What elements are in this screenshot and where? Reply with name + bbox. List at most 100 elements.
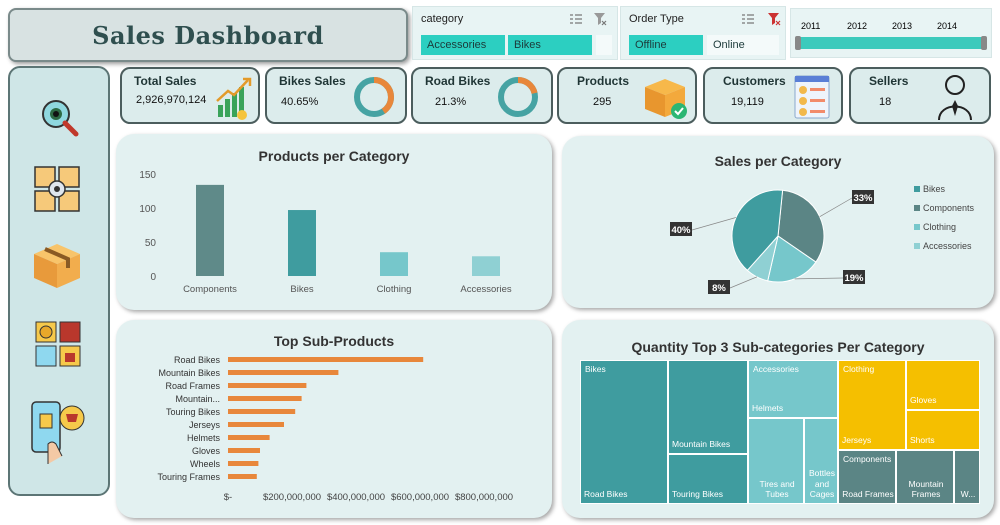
- bar[interactable]: [196, 184, 224, 276]
- year-label: 2014: [937, 21, 958, 31]
- treemap-item-label: Touring Bikes: [672, 489, 724, 500]
- x-tick-label: Bikes: [290, 284, 313, 295]
- legend-label: Components: [923, 203, 975, 213]
- treemap-tile[interactable]: Bikes Road Bikes: [580, 360, 668, 504]
- slicer-option-online[interactable]: Online: [707, 35, 779, 55]
- year-label: 2013: [892, 21, 913, 31]
- treemap-category-label: Accessories: [753, 364, 799, 374]
- pie-slice[interactable]: [767, 235, 817, 283]
- chart-title: Products per Category: [258, 148, 410, 164]
- kpi-label: Products: [577, 74, 630, 88]
- treemap-item-label: Shorts: [910, 435, 935, 446]
- treemap-tile[interactable]: Touring Bikes: [668, 454, 748, 504]
- treemap-tile[interactable]: Accessories Helmets: [748, 360, 838, 418]
- search-eye-icon[interactable]: [38, 96, 80, 138]
- x-tick-label: $800,000,000: [455, 492, 513, 503]
- pie-slice[interactable]: [731, 189, 784, 272]
- legend-swatch: [914, 186, 920, 192]
- bar[interactable]: [380, 252, 408, 276]
- kpi-label: Bikes Sales: [279, 74, 346, 88]
- category-slicer[interactable]: category Accessories Bikes: [412, 6, 618, 60]
- treemap-tile[interactable]: Components Road Frames: [838, 450, 896, 504]
- top-subcategories-treemap-panel: Quantity Top 3 Sub-categories Per Catego…: [562, 320, 994, 518]
- growth-chart-icon: [216, 77, 252, 120]
- y-tick-label: Road Bikes: [174, 355, 221, 365]
- data-label-box: [852, 190, 874, 204]
- treemap-tile[interactable]: W...: [954, 450, 980, 504]
- sales-per-category-panel: Sales per Category 33% 19% 8% 40% Bikes Compo…: [562, 136, 994, 308]
- treemap-item-label: Bottles and Cages: [809, 468, 835, 500]
- timeline-handle-end[interactable]: [981, 36, 987, 50]
- y-tick-label: 0: [150, 272, 156, 283]
- kpi-bikes-sales: Bikes Sales 40.65%: [265, 67, 407, 124]
- clear-filter-icon[interactable]: [767, 12, 781, 26]
- treemap-tile[interactable]: Clothing Jerseys: [838, 360, 906, 450]
- x-tick-label: Components: [183, 284, 237, 295]
- multi-select-icon[interactable]: [741, 13, 755, 25]
- bar[interactable]: [228, 409, 296, 414]
- treemap-tile[interactable]: Bottles and Cages: [804, 418, 838, 504]
- year-timeline[interactable]: 2011 2012 2013 2014: [790, 8, 992, 58]
- timeline-handle-start[interactable]: [795, 36, 801, 50]
- bar[interactable]: [228, 435, 270, 440]
- slicer-option-more[interactable]: [596, 35, 612, 55]
- treemap-tile[interactable]: Mountain Bikes: [668, 360, 748, 454]
- order-type-slicer-label: Order Type: [629, 13, 684, 25]
- bar[interactable]: [228, 461, 259, 466]
- legend-label: Clothing: [923, 222, 956, 232]
- x-tick-label: $400,000,000: [327, 492, 385, 503]
- y-tick-label: Gloves: [192, 446, 221, 456]
- sales-per-category-chart: 33% 19% 8% 40% Bikes Components Clothing Access…: [670, 184, 975, 294]
- chart-title: Top Sub-Products: [273, 333, 395, 349]
- treemap-tile[interactable]: Mountain Frames: [896, 450, 954, 504]
- timeline-bar[interactable]: [797, 37, 987, 49]
- slicer-option-accessories[interactable]: Accessories: [421, 35, 505, 55]
- treemap-item-label: Gloves: [910, 395, 937, 406]
- clear-filter-icon[interactable]: [593, 12, 607, 26]
- slicer-option-offline[interactable]: Offline: [629, 35, 703, 55]
- kpi-value: 18: [879, 96, 892, 108]
- slicer-option-bikes[interactable]: Bikes: [508, 35, 592, 55]
- top-sub-products-panel: Top Sub-Products Road Bikes Mountain Bike…: [116, 320, 552, 518]
- treemap-item-label: Mountain Frames: [908, 478, 944, 500]
- package-icon[interactable]: [30, 240, 84, 290]
- y-tick-label: Helmets: [187, 433, 221, 443]
- treemap-tile[interactable]: Gloves: [906, 360, 980, 410]
- treemap-tile[interactable]: Shorts: [906, 410, 980, 450]
- y-tick-label: Mountain Bikes: [158, 368, 220, 378]
- treemap-category-label: Clothing: [843, 364, 875, 374]
- shop-grid-icon[interactable]: [34, 320, 82, 368]
- mobile-shopping-icon[interactable]: [28, 398, 88, 466]
- order-type-slicer[interactable]: Order Type Offline Online: [620, 6, 786, 60]
- treemap-item-label: W...: [960, 489, 976, 500]
- bar[interactable]: [228, 370, 339, 375]
- bar[interactable]: [472, 256, 500, 276]
- bikes-sales-donut: [354, 77, 394, 117]
- bar[interactable]: [288, 210, 316, 276]
- bar[interactable]: [228, 357, 424, 362]
- bar[interactable]: [228, 396, 302, 401]
- kpi-products: Products 295: [557, 67, 697, 124]
- treemap-item-label: Tires and Tubes: [759, 478, 795, 500]
- data-label: 19%: [844, 273, 864, 284]
- pie-slice[interactable]: [777, 189, 825, 263]
- bar[interactable]: [228, 448, 260, 453]
- bar[interactable]: [228, 383, 307, 388]
- y-tick-label: 50: [145, 238, 157, 249]
- boxes-gear-icon[interactable]: [32, 164, 82, 214]
- data-label-box: [670, 222, 692, 236]
- page-title: Sales Dashboard: [92, 20, 324, 50]
- x-tick-label: $600,000,000: [391, 492, 449, 503]
- bar[interactable]: [228, 474, 257, 479]
- treemap-tile[interactable]: Tires and Tubes: [748, 418, 804, 504]
- legend-swatch: [914, 205, 920, 211]
- y-tick-label: Mountain...: [175, 394, 220, 404]
- y-tick-label: 150: [139, 170, 156, 181]
- y-tick-label: Wheels: [190, 459, 221, 469]
- multi-select-icon[interactable]: [569, 13, 583, 25]
- x-tick-label: $-: [224, 492, 232, 503]
- seller-person-icon: [938, 75, 972, 121]
- products-per-category-chart: 0 50 100 150 Components Bikes Clothing Accessor…: [139, 170, 512, 295]
- bar[interactable]: [228, 422, 284, 427]
- treemap-item-label: Helmets: [752, 403, 784, 414]
